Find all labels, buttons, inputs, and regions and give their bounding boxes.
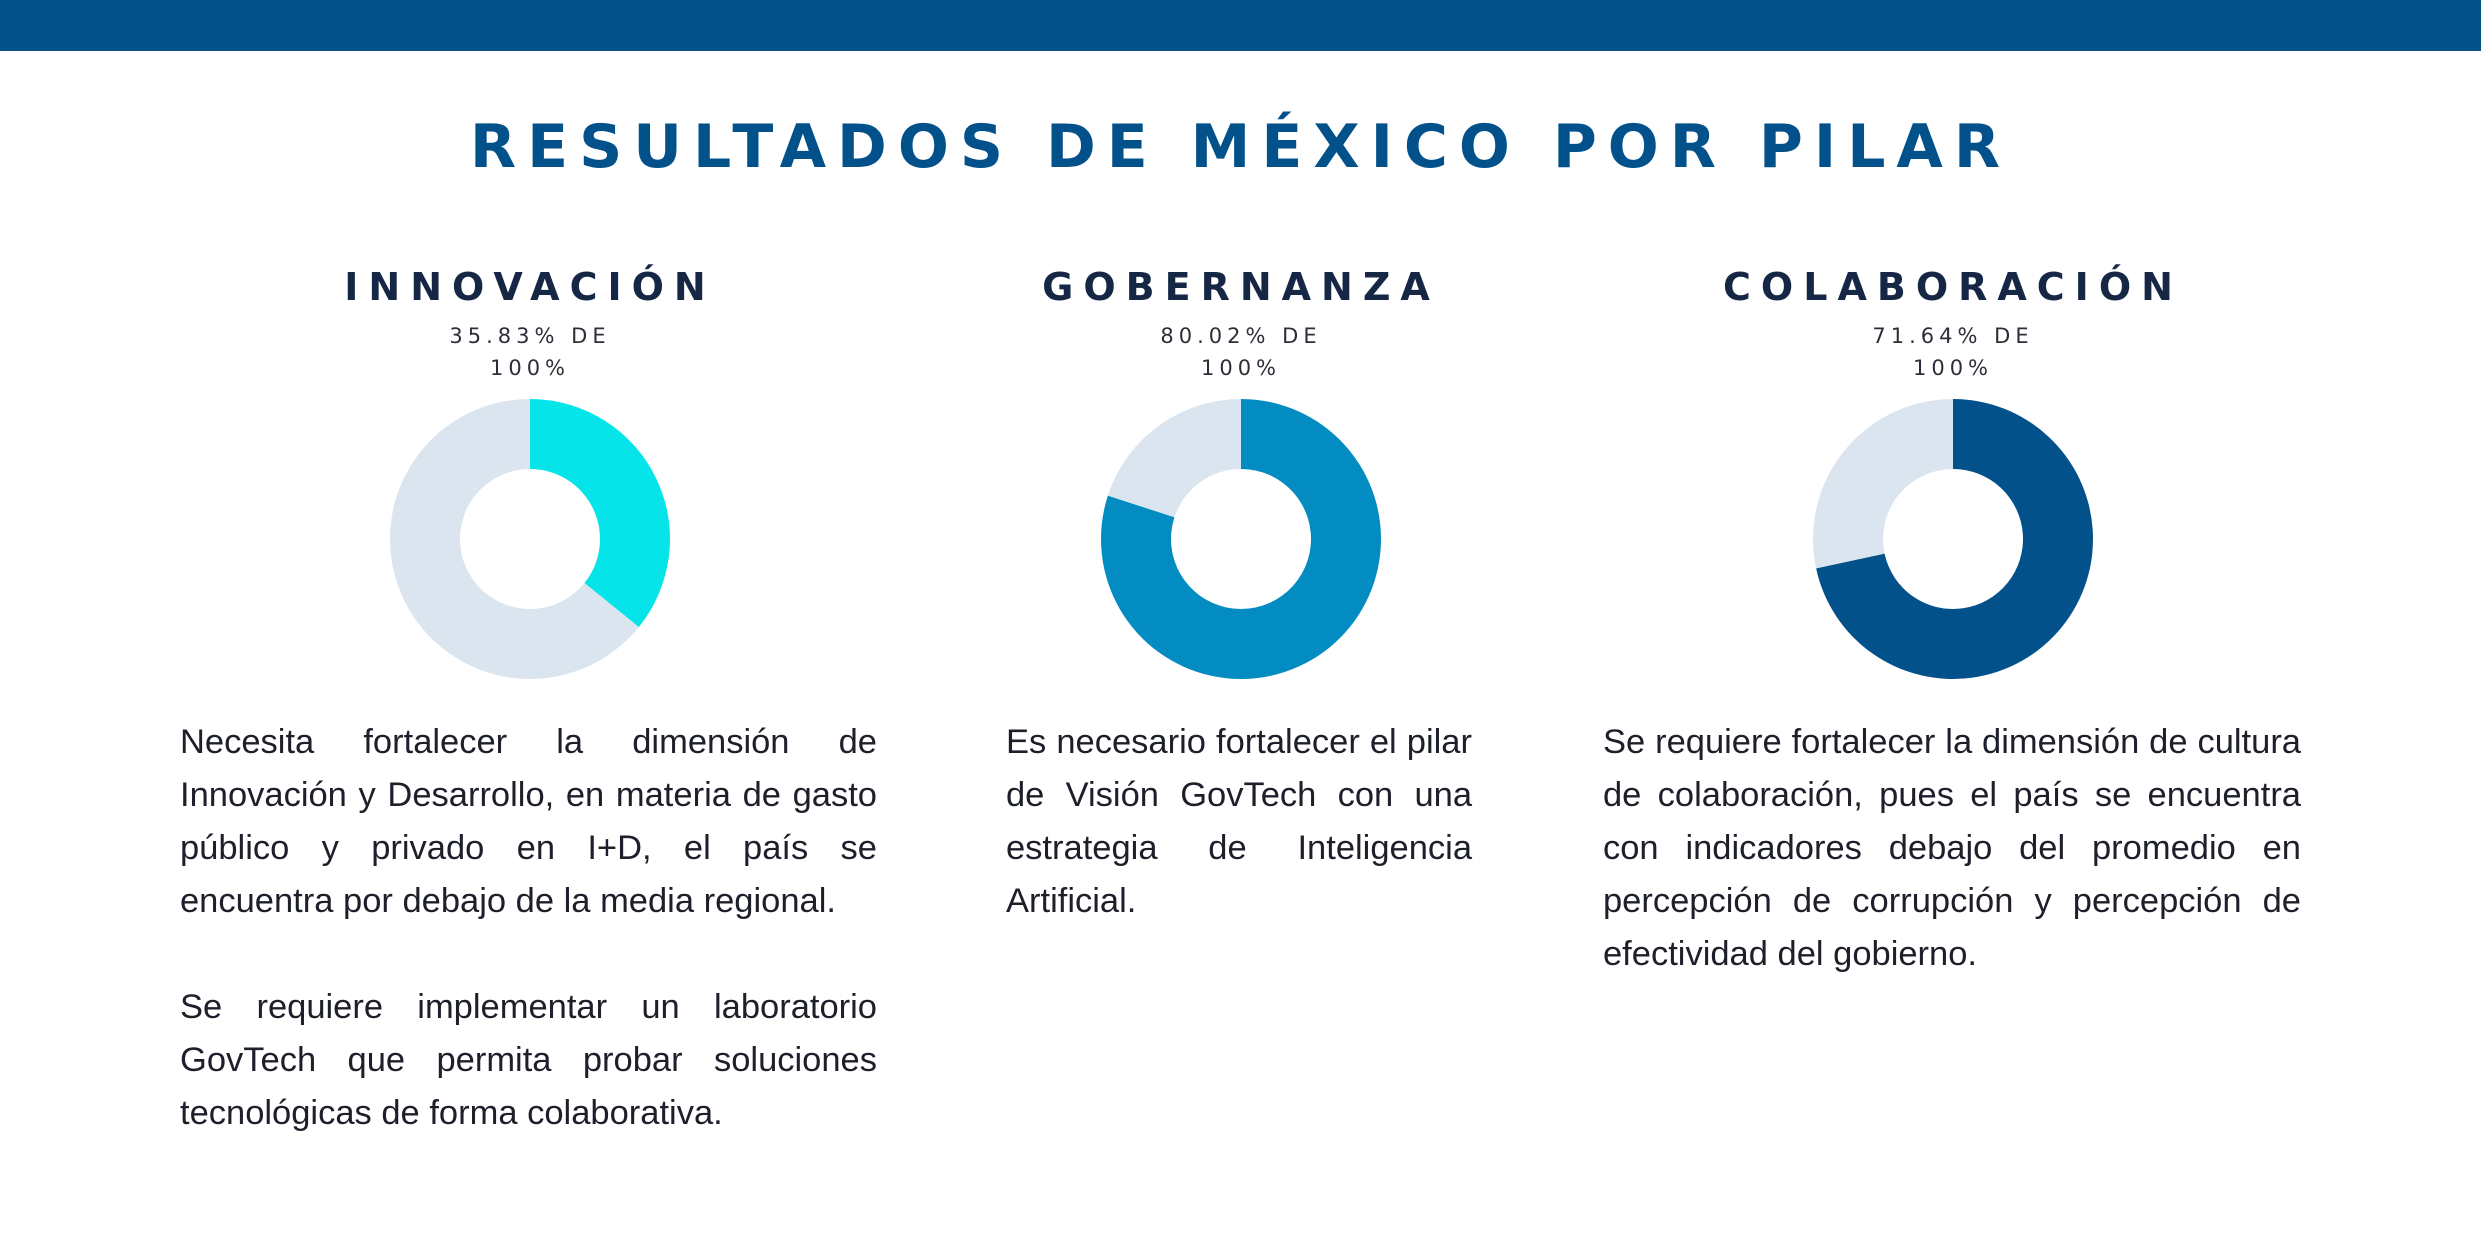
pillar-title-innovacion: INNOVACIÓN: [344, 265, 716, 309]
donut-slice-result: [1816, 399, 2093, 679]
pct-value-colaboracion: 71.64% DE: [1872, 324, 2034, 348]
pillar-title-colaboracion: COLABORACIÓN: [1723, 265, 2183, 309]
description-paragraph: Es necesario fortalecer el pilar de Visi…: [1006, 723, 1472, 920]
top-banner-bar: [0, 0, 2481, 51]
description-gobernanza: Es necesario fortalecer el pilar de Visi…: [1006, 716, 1472, 928]
pct-label-innovacion: 35.83% DE 100%: [380, 320, 680, 384]
pct-total-colaboracion: 100%: [1912, 356, 1994, 380]
description-paragraph: Necesita fortalecer la dimensión de Inno…: [180, 723, 877, 920]
donut-slice-remainder: [1107, 399, 1241, 518]
pct-value-innovacion: 35.83% DE: [449, 324, 611, 348]
donut-chart-colaboracion: [1813, 399, 2093, 679]
description-colaboracion: Se requiere fortalecer la dimensión de c…: [1603, 716, 2301, 981]
pct-label-gobernanza: 80.02% DE 100%: [1091, 320, 1391, 384]
pct-value-gobernanza: 80.02% DE: [1160, 324, 1322, 348]
page-title: RESULTADOS DE MÉXICO POR PILAR: [469, 112, 2012, 182]
description-paragraph: Se requiere implementar un laboratorio G…: [180, 988, 877, 1132]
pct-total-gobernanza: 100%: [1200, 356, 1282, 380]
donut-slice-remainder: [390, 399, 639, 679]
pct-label-colaboracion: 71.64% DE 100%: [1803, 320, 2103, 384]
description-innovacion: Necesita fortalecer la dimensión de Inno…: [180, 716, 877, 1140]
donut-chart-gobernanza: [1101, 399, 1381, 679]
pillar-title-gobernanza: GOBERNANZA: [1042, 265, 1440, 309]
description-paragraph: Se requiere fortalecer la dimensión de c…: [1603, 723, 2301, 973]
donut-chart-innovacion: [390, 399, 670, 679]
pct-total-innovacion: 100%: [489, 356, 571, 380]
donut-slice-result: [1101, 399, 1381, 679]
donut-slice-remainder: [1813, 399, 1953, 569]
donut-slice-result: [530, 399, 670, 628]
